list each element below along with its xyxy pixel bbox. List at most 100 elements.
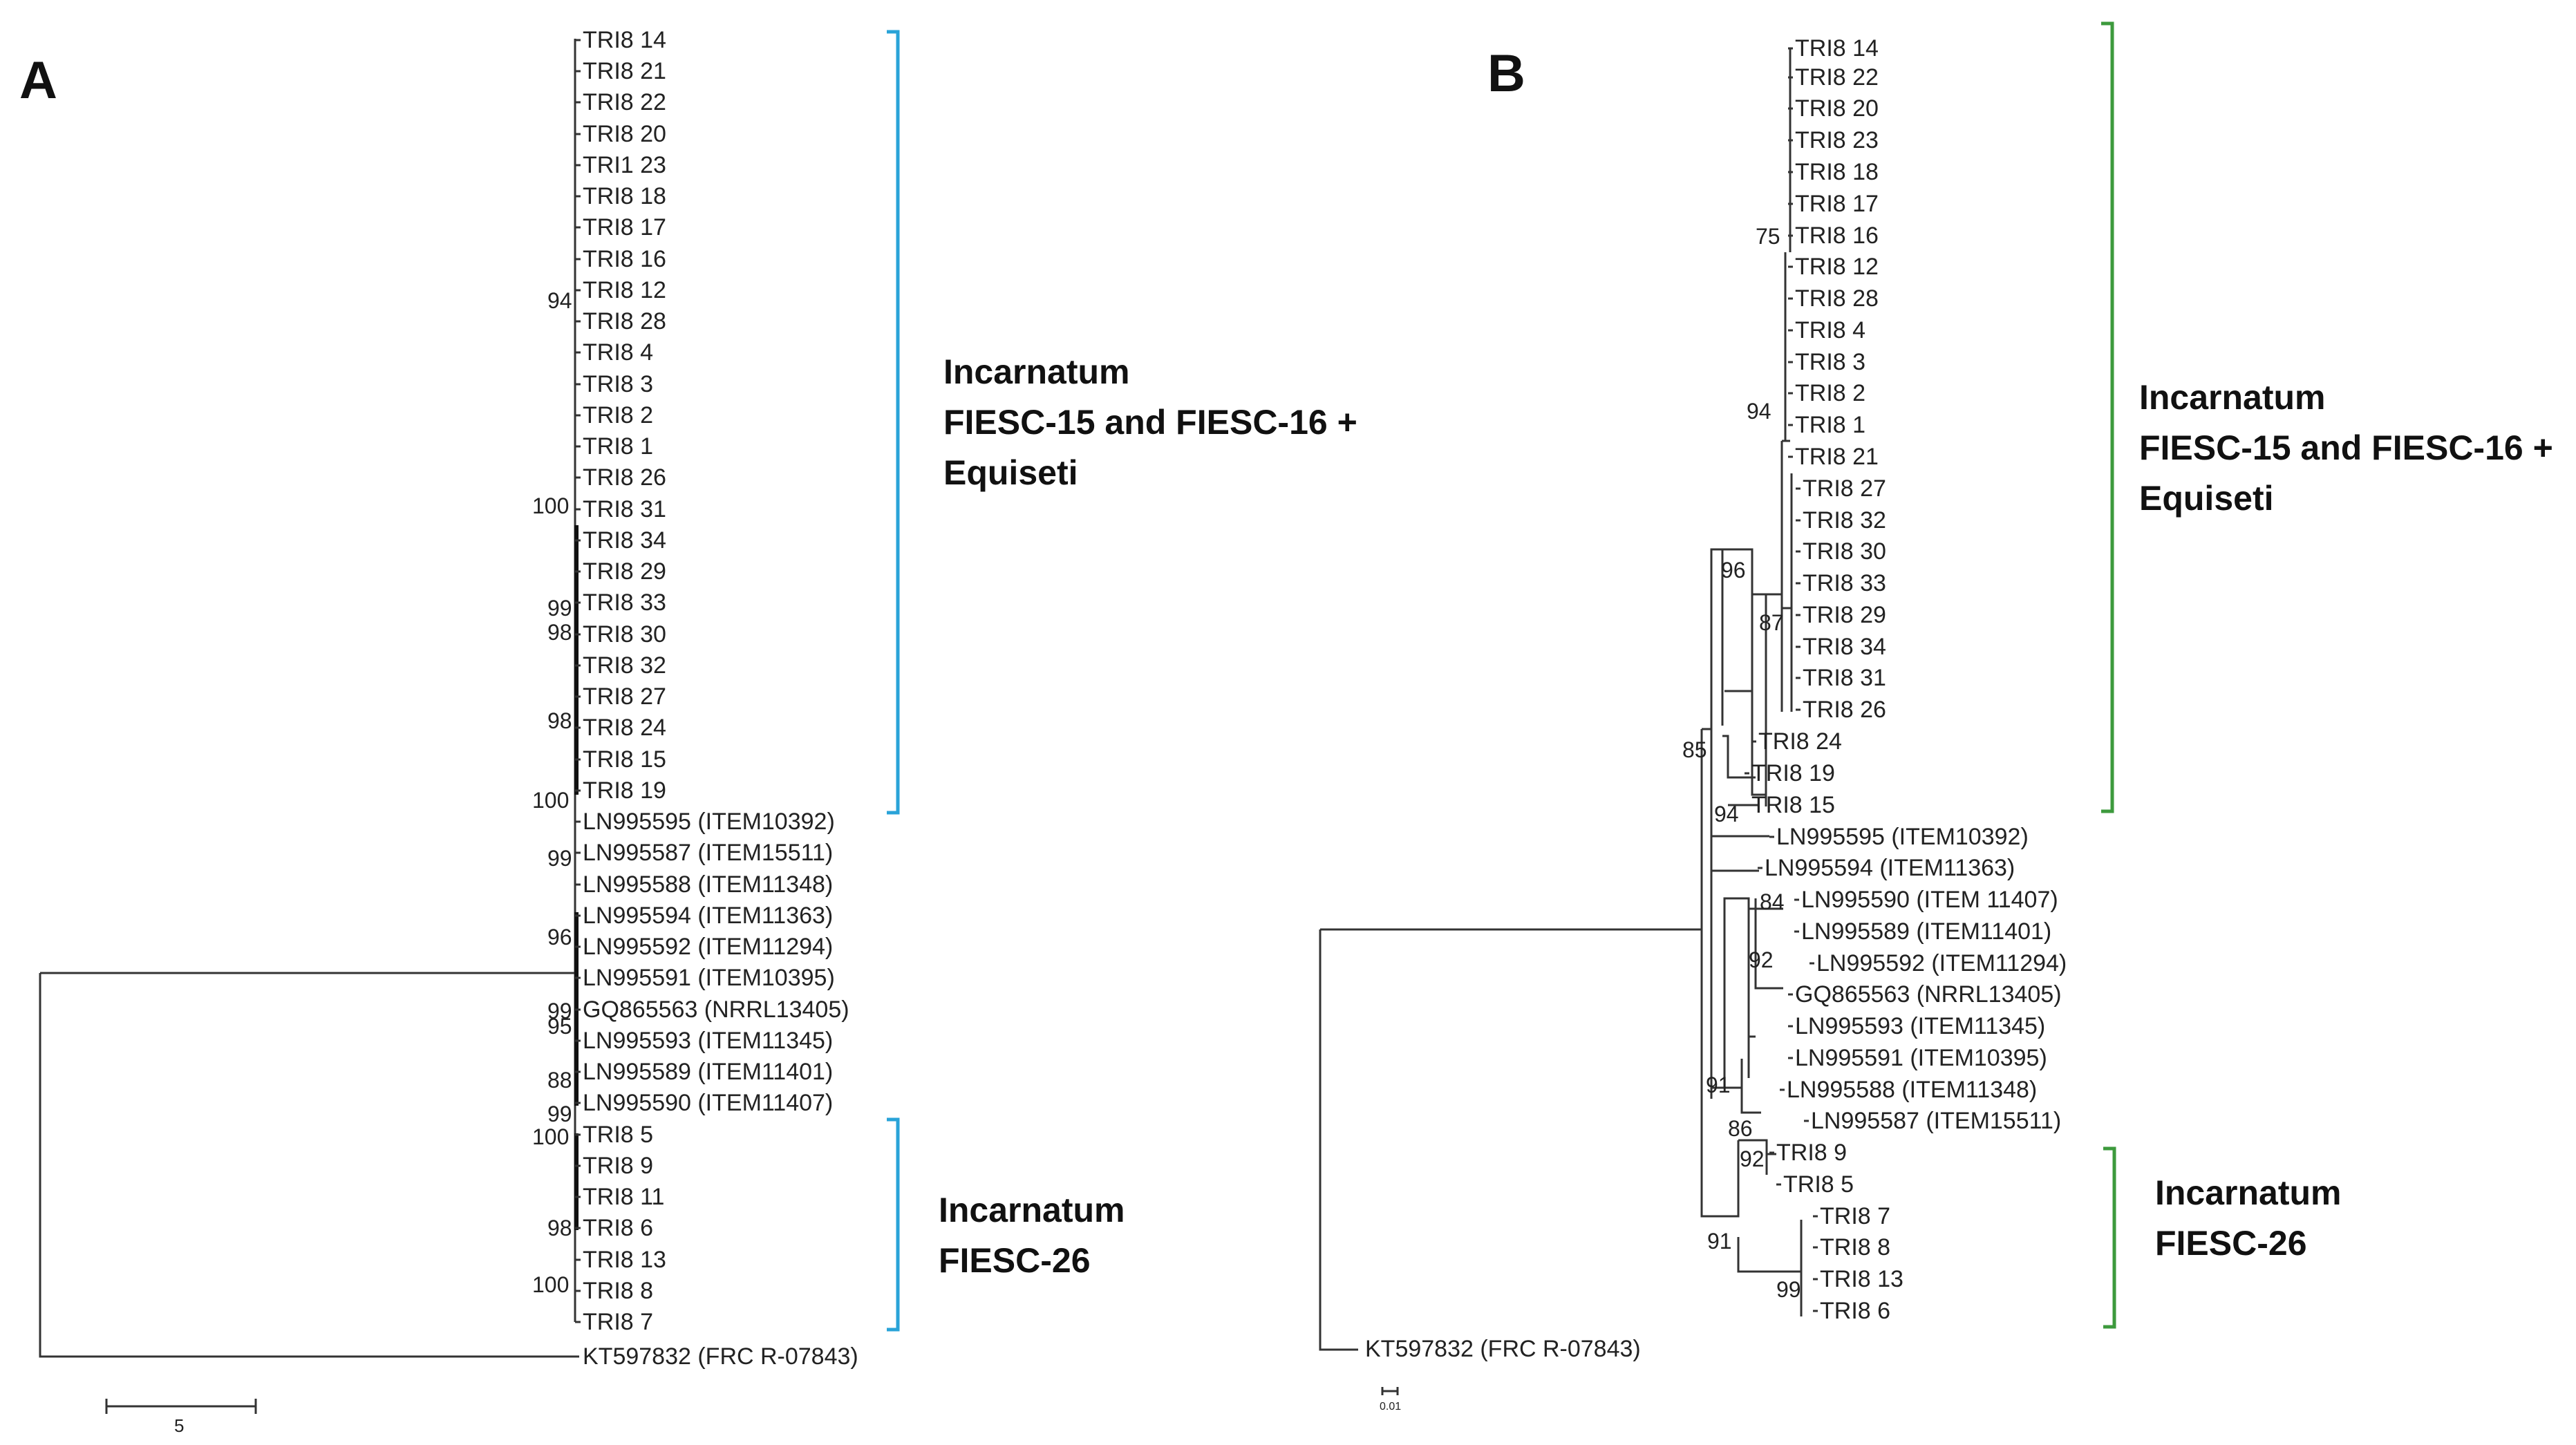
panel-b-bootstrap-value: 91 xyxy=(1706,1073,1731,1097)
panel-b-f26-stem xyxy=(1700,1092,1740,1218)
panel-b-bootstrap-value: 92 xyxy=(1740,1146,1765,1171)
panel-b-bootstrap-value: 94 xyxy=(1714,802,1739,827)
panel-b-taxon: TRI8 15 xyxy=(1751,792,1835,818)
panel-b-bootstrap-value: 85 xyxy=(1682,737,1707,762)
panel-a-bootstrap-value: 95 xyxy=(547,1014,572,1039)
panel-a-taxon: TRI1 23 xyxy=(583,152,666,178)
panel-b-taxon: TRI8 7 xyxy=(1820,1203,1890,1229)
panel-a-taxon: TRI8 9 xyxy=(583,1153,653,1179)
panel-a-bootstrap-value: 99 xyxy=(547,1102,572,1126)
panel-b-bootstrap-value: 75 xyxy=(1756,224,1780,249)
panel-b-taxon: TRI8 14 xyxy=(1795,35,1879,62)
panel-a-taxa: TRI8 14 TRI8 21 TRI8 22 TRI8 20 TRI1 23 … xyxy=(583,27,858,1370)
panel-b-taxon: TRI8 1 xyxy=(1795,412,1865,438)
panel-b-bracket-upper xyxy=(2101,21,2114,813)
clade-label-line: Incarnatum xyxy=(2139,378,2326,417)
panel-a-taxon: LN995588 (ITEM11348) xyxy=(583,871,833,898)
clade-label-line: Incarnatum xyxy=(939,1191,1125,1229)
panel-a-taxon: LN995589 (ITEM11401) xyxy=(583,1059,833,1085)
panel-b-bootstrap-value: 91 xyxy=(1707,1229,1732,1254)
panel-a-taxon: TRI8 26 xyxy=(583,464,666,491)
panel-b-joins xyxy=(1752,593,1792,610)
panel-a: A TRI8 14 TRI8 21 TRI8 22 TRI8 20 TRI1 2… xyxy=(19,27,1357,1436)
panel-a-taxon: LN995590 (ITEM11407) xyxy=(583,1090,833,1116)
panel-a-taxon: GQ865563 (NRRL13405) xyxy=(583,997,849,1023)
panel-a-taxon: TRI8 4 xyxy=(583,339,653,366)
panel-a-scale-label: 5 xyxy=(174,1415,184,1436)
panel-a-taxon: TRI8 33 xyxy=(583,589,666,616)
panel-a-bootstrap-value: 98 xyxy=(547,620,572,645)
panel-a-tree xyxy=(39,39,581,1358)
panel-a-taxon: LN995593 (ITEM11345) xyxy=(583,1028,833,1054)
panel-b-taxon: LN995587 (ITEM15511) xyxy=(1811,1108,2061,1134)
panel-b-taxon: TRI8 23 xyxy=(1795,127,1879,153)
panel-a-bootstrap-value: 100 xyxy=(532,788,569,813)
panel-a-bootstrap-value: 99 xyxy=(547,596,572,621)
panel-a-clade-label-upper: Incarnatum FIESC-15 and FIESC-16 + Equis… xyxy=(943,352,1357,492)
panel-b-label: B xyxy=(1487,44,1525,103)
panel-a-taxon: TRI8 5 xyxy=(583,1122,653,1148)
panel-b-bootstrap-value: 86 xyxy=(1728,1116,1753,1141)
panel-a-taxon: KT597832 (FRC R-07843) xyxy=(583,1343,858,1370)
panel-b-taxon: TRI8 22 xyxy=(1795,64,1879,91)
panel-a-bracket-upper xyxy=(887,30,900,815)
panel-a-taxon: TRI8 32 xyxy=(583,652,666,679)
panel-a-taxon: LN995592 (ITEM11294) xyxy=(583,934,833,960)
clade-label-line: FIESC-26 xyxy=(939,1241,1091,1280)
panel-b-taxon: LN995593 (ITEM11345) xyxy=(1795,1013,2045,1039)
panel-a-taxon: LN995594 (ITEM11363) xyxy=(583,903,833,929)
panel-a-clade-label-lower: Incarnatum FIESC-26 xyxy=(939,1191,1125,1280)
panel-b-ln-leaves xyxy=(1747,907,1783,1038)
panel-a-bootstrap-value: 99 xyxy=(547,999,572,1023)
panel-b-taxon: GQ865563 (NRRL13405) xyxy=(1795,981,2062,1008)
clade-label-line: Incarnatum xyxy=(943,352,1130,391)
panel-b-taxon: LN995592 (ITEM11294) xyxy=(1816,950,2067,976)
panel-b-taxon: TRI8 30 xyxy=(1803,538,1886,565)
panel-b-taxon: TRI8 6 xyxy=(1820,1298,1890,1324)
clade-label-line: Incarnatum xyxy=(2155,1173,2342,1212)
panel-a-taxon: TRI8 34 xyxy=(583,527,666,554)
panel-a-bootstrap-value: 96 xyxy=(547,925,572,950)
panel-b-bootstrap: 75 94 96 87 85 94 84 92 91 86 92 91 99 xyxy=(1682,224,1801,1302)
panel-b-taxon: TRI8 34 xyxy=(1803,634,1886,660)
panel-b-taxon: TRI8 5 xyxy=(1783,1171,1854,1198)
panel-b-ln-leaves-2 xyxy=(1754,898,1783,990)
panel-b-taxon: TRI8 32 xyxy=(1803,507,1886,533)
panel-b-taxon: TRI8 8 xyxy=(1820,1234,1890,1260)
panel-b-taxon: KT597832 (FRC R-07843) xyxy=(1365,1336,1641,1362)
panel-b-taxon: TRI8 13 xyxy=(1820,1266,1903,1292)
panel-b-taxon: LN995590 (ITEM 11407) xyxy=(1801,887,2058,913)
panel-a-taxon: TRI8 14 xyxy=(583,27,666,53)
panel-b-root-branch xyxy=(1319,929,1358,1351)
panel-b-small-links xyxy=(1722,735,1759,806)
panel-a-label: A xyxy=(19,51,57,110)
panel-b-taxon: TRI8 26 xyxy=(1803,697,1886,723)
panel-b-tree xyxy=(1319,47,1818,1351)
panel-b-ln-leaves-3 xyxy=(1724,1059,1761,1114)
panel-b-bootstrap-value: 94 xyxy=(1747,399,1771,424)
panel-a-taxon: TRI8 1 xyxy=(583,433,653,460)
panel-b-taxon: LN995591 (ITEM10395) xyxy=(1795,1045,2047,1071)
panel-b-bootstrap-value: 96 xyxy=(1721,558,1746,583)
panel-a-bootstrap-value: 94 xyxy=(547,288,572,313)
panel-a-taxon: TRI8 13 xyxy=(583,1247,666,1273)
panel-a-bootstrap: 94 100 99 98 98 100 99 96 99 95 88 99 10… xyxy=(532,288,572,1297)
panel-b-taxon: TRI8 24 xyxy=(1758,728,1842,755)
panel-a-scale-bar: 5 xyxy=(105,1399,257,1436)
panel-b-f26-pair xyxy=(1738,1139,1776,1175)
clade-label-line: FIESC-26 xyxy=(2155,1224,2307,1263)
panel-a-bootstrap-value: 100 xyxy=(532,493,569,518)
panel-a-taxon: LN995591 (ITEM10395) xyxy=(583,965,835,991)
panel-a-taxon: TRI8 30 xyxy=(583,621,666,648)
panel-a-bootstrap-value: 88 xyxy=(547,1068,572,1093)
panel-a-taxon: TRI8 8 xyxy=(583,1278,653,1304)
clade-label-line: Equiseti xyxy=(2139,479,2273,518)
panel-a-taxon: TRI8 15 xyxy=(583,746,666,773)
clade-label-line: FIESC-15 and FIESC-16 + xyxy=(2139,428,2553,467)
panel-a-taxon: TRI8 7 xyxy=(583,1309,653,1335)
panel-a-taxon: TRI8 29 xyxy=(583,558,666,585)
panel-a-taxon: TRI8 6 xyxy=(583,1215,653,1241)
panel-a-bootstrap-value: 100 xyxy=(532,1124,569,1149)
panel-b-taxon: TRI8 18 xyxy=(1795,159,1879,185)
panel-a-taxon: TRI8 16 xyxy=(583,246,666,272)
